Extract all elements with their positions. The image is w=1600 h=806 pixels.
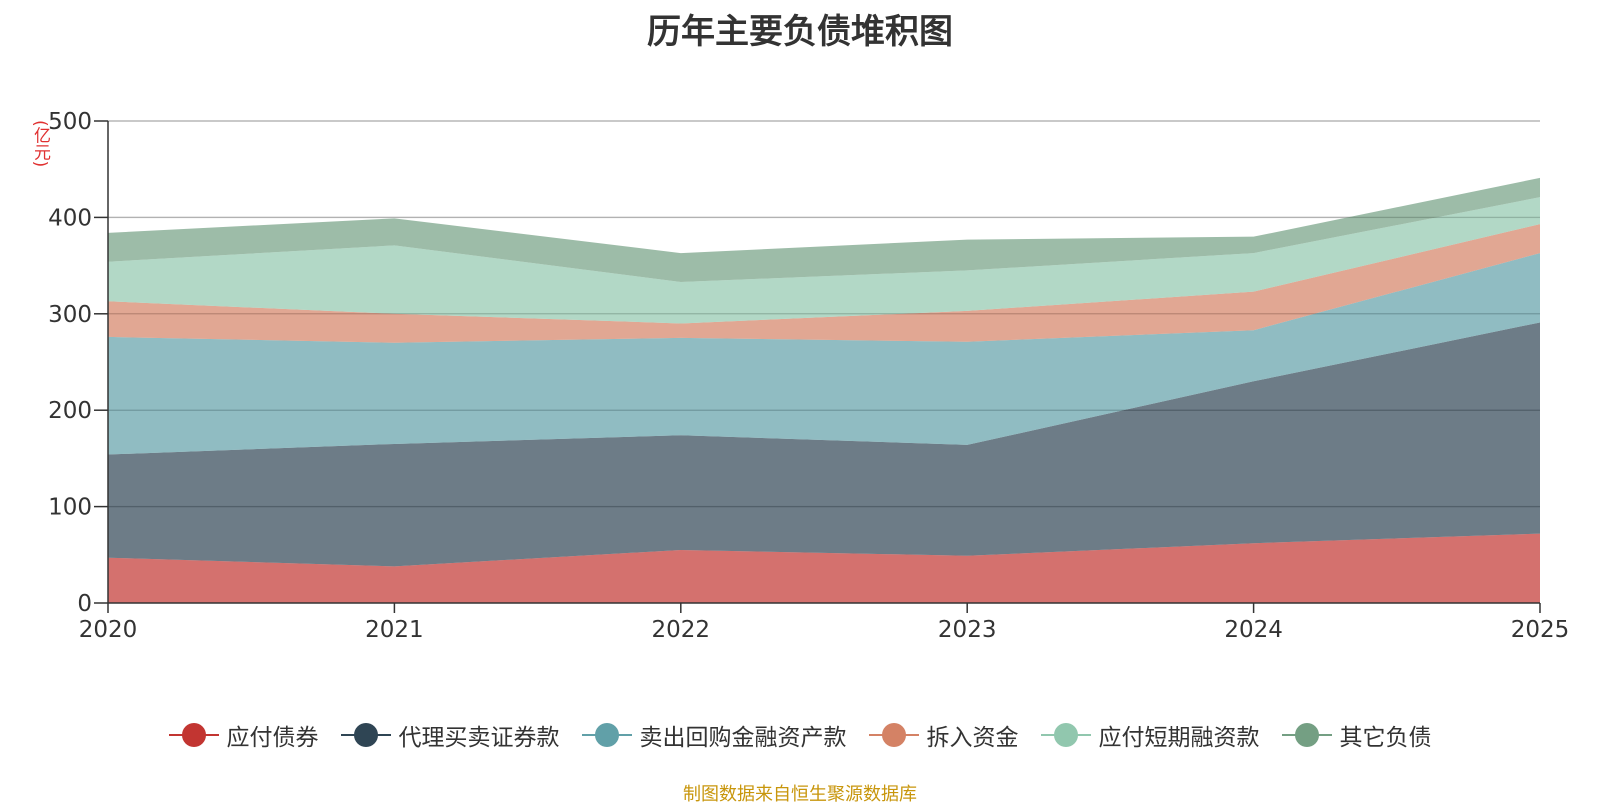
y-tick-label-200: 200 [48, 398, 92, 424]
area-series-1 [108, 322, 1540, 567]
y-tick-label-100: 100 [48, 495, 92, 521]
legend-label: 拆入资金 [926, 725, 1019, 751]
legend-marker-icon [581, 723, 632, 747]
y-axis-unit-label: (亿元) [30, 120, 50, 168]
stacked-area-chart: 0 100 200 300 400 500 2020 2021 2022 2023 2024 2025 [48, 109, 1569, 643]
legend-marker-icon [168, 723, 219, 747]
legend-item-5[interactable]: 其它负债 [1281, 718, 1432, 752]
x-tick-label-2021: 2021 [365, 617, 424, 643]
legend-label: 应付债券 [226, 725, 319, 751]
legend-item-0[interactable]: 应付债券 [168, 718, 319, 752]
legend-label: 卖出回购金融资产款 [639, 725, 847, 751]
y-tick-label-300: 300 [48, 302, 92, 328]
legend-label: 其它负债 [1339, 725, 1432, 751]
axes: 0 100 200 300 400 500 2020 2021 2022 2023 2024 2025 [48, 109, 1569, 643]
area-series-4 [108, 197, 1540, 324]
legend-marker-icon [1281, 723, 1332, 747]
chart-title: 历年主要负债堆积图 [647, 12, 953, 52]
y-tick-label-0: 0 [77, 591, 92, 617]
legend-marker-icon [868, 723, 919, 747]
legend-item-1[interactable]: 代理买卖证券款 [340, 718, 560, 752]
data-source-note: 制图数据来自恒生聚源数据库 [683, 784, 917, 805]
legend-label: 代理买卖证券款 [398, 725, 560, 751]
x-tick-label-2022: 2022 [652, 617, 711, 643]
area-series-0 [108, 533, 1540, 603]
x-tick-label-2023: 2023 [938, 617, 997, 643]
x-tick-label-2020: 2020 [79, 617, 138, 643]
legend-item-2[interactable]: 卖出回购金融资产款 [581, 718, 847, 752]
legend-marker-icon [340, 723, 391, 747]
legend: 应付债券 代理买卖证券款 卖出回购金融资产款 拆入资金 应付短期融资款 其它负债 [0, 718, 1600, 752]
legend-item-4[interactable]: 应付短期融资款 [1040, 718, 1260, 752]
legend-marker-icon [1040, 723, 1091, 747]
legend-item-3[interactable]: 拆入资金 [868, 718, 1019, 752]
y-tick-label-500: 500 [48, 109, 92, 135]
area-series-5 [108, 177, 1540, 282]
area-series-group [108, 120, 1540, 603]
x-tick-label-2025: 2025 [1511, 617, 1570, 643]
legend-label: 应付短期融资款 [1098, 725, 1260, 751]
x-tick-label-2024: 2024 [1224, 617, 1283, 643]
area-series-2 [108, 253, 1540, 455]
y-tick-label-400: 400 [48, 205, 92, 231]
area-series-3 [108, 224, 1540, 343]
